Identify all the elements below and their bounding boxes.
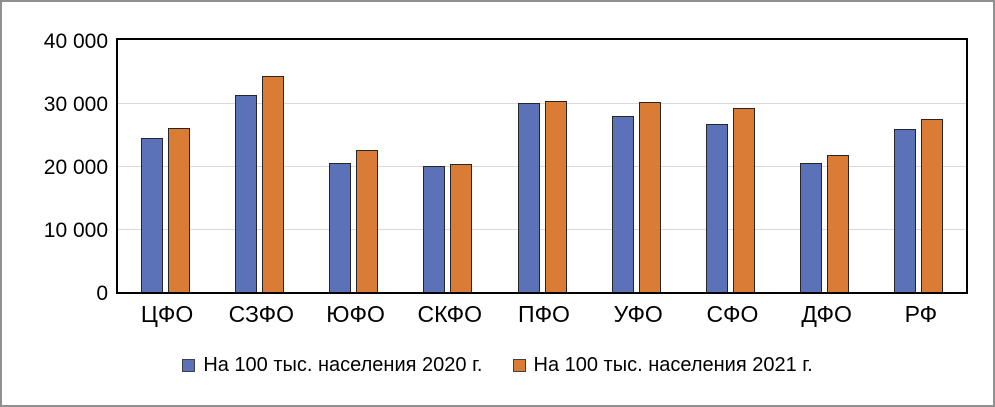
- gridline-10000: [118, 228, 966, 230]
- legend-label: На 100 тыс. населения 2020 г.: [203, 354, 483, 376]
- bar-series1-cat2: [234, 95, 257, 292]
- bar-series2-cat4: [450, 164, 473, 292]
- bar-series1-cat5: [517, 103, 540, 292]
- bar-series1-cat4: [423, 166, 446, 292]
- legend: На 100 тыс. населения 2020 г. На 100 тыс.…: [2, 353, 993, 377]
- bar-series2-cat1: [167, 128, 190, 292]
- bar-series2-cat7: [732, 108, 755, 292]
- bar-series1-cat7: [705, 124, 728, 292]
- bar-series2-cat5: [544, 101, 567, 292]
- bar-series1-cat3: [329, 163, 352, 292]
- x-category-label-5: ПФО: [518, 301, 570, 327]
- bar-series2-cat3: [356, 150, 379, 292]
- x-category-label-7: СФО: [706, 301, 759, 327]
- y-axis: 0 10 000 20 000 30 000 40 000: [2, 2, 108, 405]
- bar-series2-cat8: [827, 155, 850, 292]
- plot-area: [116, 38, 968, 294]
- x-category-label-2: СЗФО: [228, 301, 295, 327]
- x-category-label-4: СКФО: [417, 301, 483, 327]
- bar-series2-cat9: [921, 119, 944, 292]
- legend-marker-icon: [182, 358, 196, 372]
- bar-series1-cat9: [894, 129, 917, 292]
- bar-series1-cat1: [140, 138, 163, 292]
- gridline-20000: [118, 165, 966, 167]
- bar-series1-cat8: [800, 163, 823, 292]
- y-tick-label-40000: 40 000: [43, 30, 108, 53]
- bar-series2-cat6: [638, 102, 661, 292]
- bar-series2-cat2: [261, 76, 284, 292]
- x-category-label-8: ДФО: [801, 301, 852, 327]
- legend-label: На 100 тыс. населения 2021 г.: [533, 354, 813, 376]
- legend-item-1: На 100 тыс. населения 2020 г.: [182, 353, 483, 377]
- y-tick-label-10000: 10 000: [43, 219, 108, 242]
- x-category-label-3: ЮФО: [326, 301, 385, 327]
- x-category-label-9: РФ: [904, 301, 938, 327]
- bar-series1-cat6: [611, 116, 634, 292]
- legend-marker-icon: [512, 358, 526, 372]
- x-category-label-1: ЦФО: [140, 301, 194, 327]
- y-tick-label-30000: 30 000: [43, 93, 108, 116]
- y-tick-label-20000: 20 000: [43, 156, 108, 179]
- gridline-30000: [118, 102, 966, 104]
- y-tick-label-0: 0: [96, 282, 108, 305]
- x-category-label-6: УФО: [613, 301, 663, 327]
- legend-item-2: На 100 тыс. населения 2021 г.: [512, 353, 813, 377]
- x-axis: ЦФО СЗФО ЮФО СКФО ПФО УФО СФО ДФО РФ: [2, 300, 993, 330]
